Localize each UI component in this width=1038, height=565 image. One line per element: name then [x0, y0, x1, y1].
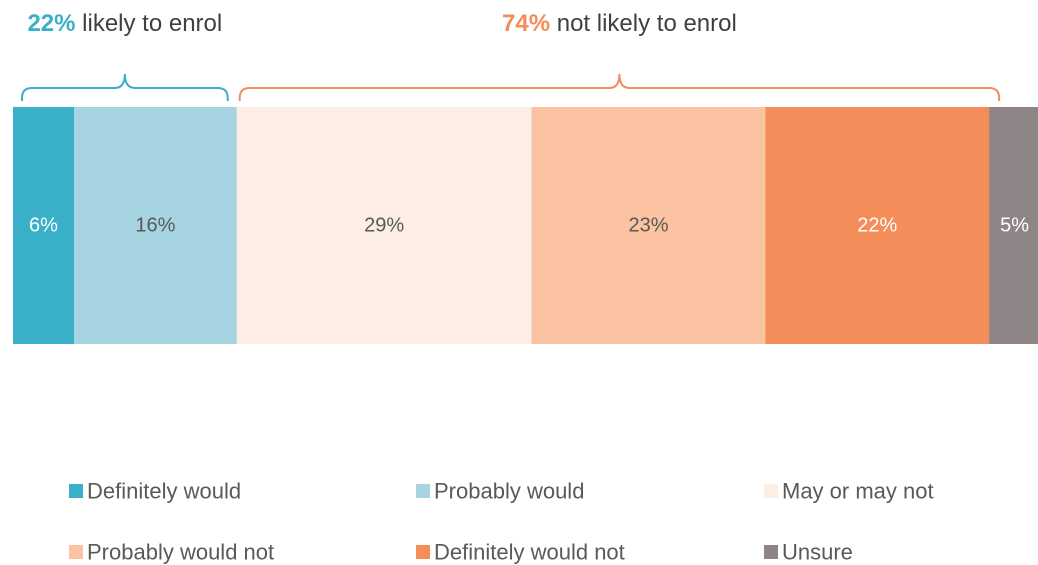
bar-segment-definitely-would — [13, 107, 75, 344]
legend-swatch-probably-would — [416, 484, 430, 498]
group-text: likely to enrol — [76, 10, 223, 37]
legend-swatch-probably-would-not — [69, 545, 83, 559]
group-heading: 22% likely to enrol — [27, 10, 222, 37]
group-brace — [21, 73, 229, 101]
legend-label: May or may not — [782, 479, 934, 504]
bar-segments — [13, 107, 1038, 344]
group-percent: 22% — [27, 10, 75, 37]
group-heading: 74% not likely to enrol — [502, 10, 737, 37]
data-label: 6% — [29, 215, 58, 237]
group-percent: 74% — [502, 10, 550, 37]
bar-segment-definitely-would-not — [765, 107, 990, 344]
data-label: 16% — [135, 215, 175, 237]
legend-swatch-unsure — [764, 545, 778, 559]
legend-swatch-definitely-would — [69, 484, 83, 498]
legend-swatch-definitely-would-not — [416, 545, 430, 559]
legend-label: Unsure — [782, 540, 853, 565]
data-label: 29% — [364, 215, 404, 237]
bar-segment-unsure — [989, 107, 1038, 344]
data-label: 23% — [629, 215, 669, 237]
group-text: not likely to enrol — [550, 10, 737, 37]
legend-swatch-may-or-may-not — [764, 484, 778, 498]
legend: Definitely would Probably would May or may… — [69, 479, 934, 565]
group-brace — [238, 73, 1001, 101]
bar-segment-probably-would-not — [531, 107, 766, 344]
bar-segment-may-or-may-not — [236, 107, 532, 344]
legend-label: Probably would — [434, 479, 584, 504]
bar-segment-probably-would — [74, 107, 238, 344]
legend-label: Definitely would not — [434, 540, 625, 565]
data-label: 5% — [1000, 215, 1029, 237]
legend-label: Definitely would — [87, 479, 241, 504]
legend-label: Probably would not — [87, 540, 274, 565]
data-label: 22% — [857, 215, 897, 237]
